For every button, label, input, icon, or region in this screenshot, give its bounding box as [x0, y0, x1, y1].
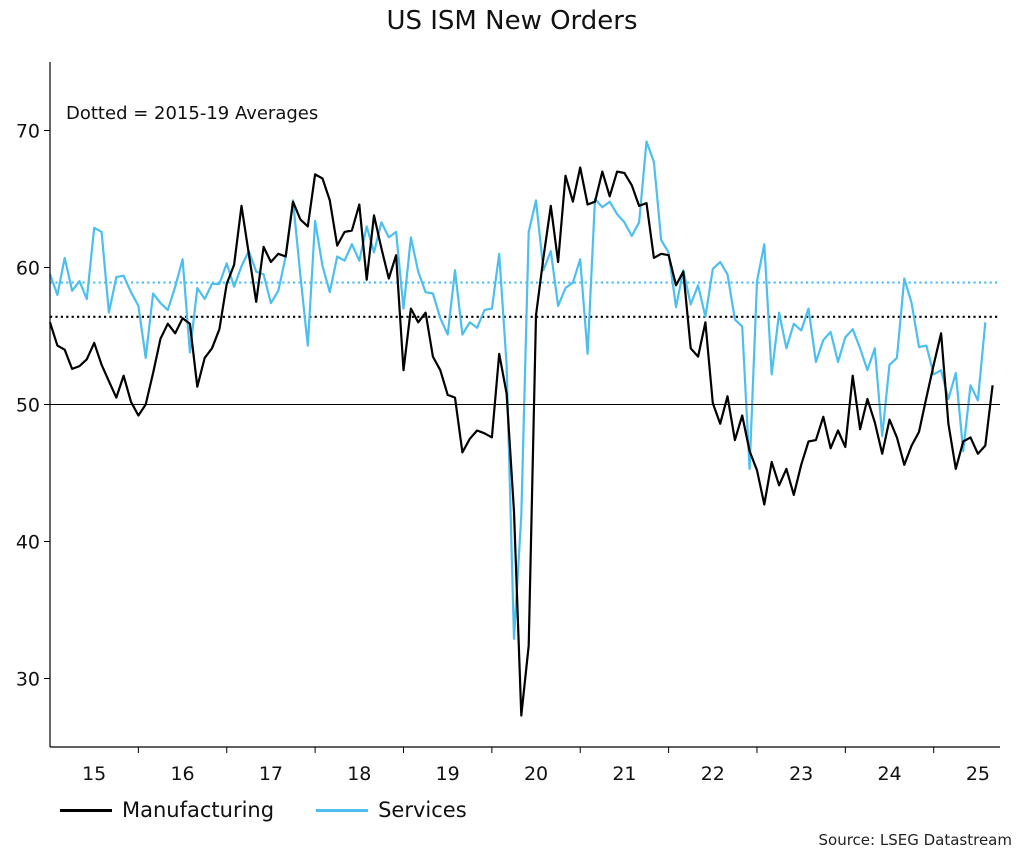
averages-note: Dotted = 2015-19 Averages: [66, 103, 319, 124]
x-tick-label: 19: [436, 763, 460, 785]
legend-item-manufacturing: Manufacturing: [60, 798, 274, 822]
x-tick-label: 17: [259, 763, 283, 785]
axes: [49, 62, 1000, 748]
x-tick-label: 20: [524, 763, 548, 785]
y-tick-label: 60: [16, 258, 40, 280]
x-tick-label: 23: [789, 763, 813, 785]
legend-item-services: Services: [316, 798, 467, 822]
series-line-services: [48, 140, 987, 640]
series-line-manufacturing: [48, 166, 994, 717]
y-tick-label: 40: [16, 532, 40, 554]
y-tick-label: 30: [16, 669, 40, 691]
x-tick-label: 18: [347, 763, 371, 785]
legend-label-manufacturing: Manufacturing: [122, 798, 275, 822]
x-tick-label: 25: [966, 763, 990, 785]
x-tick-label: 16: [170, 763, 194, 785]
chart-title: US ISM New Orders: [386, 6, 638, 36]
average-lines: [50, 281, 1000, 318]
x-tick-label: 22: [701, 763, 725, 785]
legend-swatch-services: [316, 808, 369, 812]
x-tick-label: 24: [877, 763, 901, 785]
y-tick-label: 50: [16, 395, 40, 417]
legend: Manufacturing Services: [60, 795, 509, 825]
series-lines: [48, 140, 994, 717]
x-axis-ticks: 15 16 17 18 19 20 21 22 23 24 25: [82, 747, 990, 785]
source-note: Source: LSEG Datastream: [818, 831, 1012, 849]
x-tick-label: 15: [82, 763, 106, 785]
legend-label-services: Services: [378, 798, 467, 822]
legend-swatch-manufacturing: [60, 808, 112, 812]
x-tick-label: 21: [612, 763, 636, 785]
y-tick-label: 70: [16, 121, 40, 143]
y-axis-ticks: 30 40 50 60 70: [16, 121, 50, 691]
